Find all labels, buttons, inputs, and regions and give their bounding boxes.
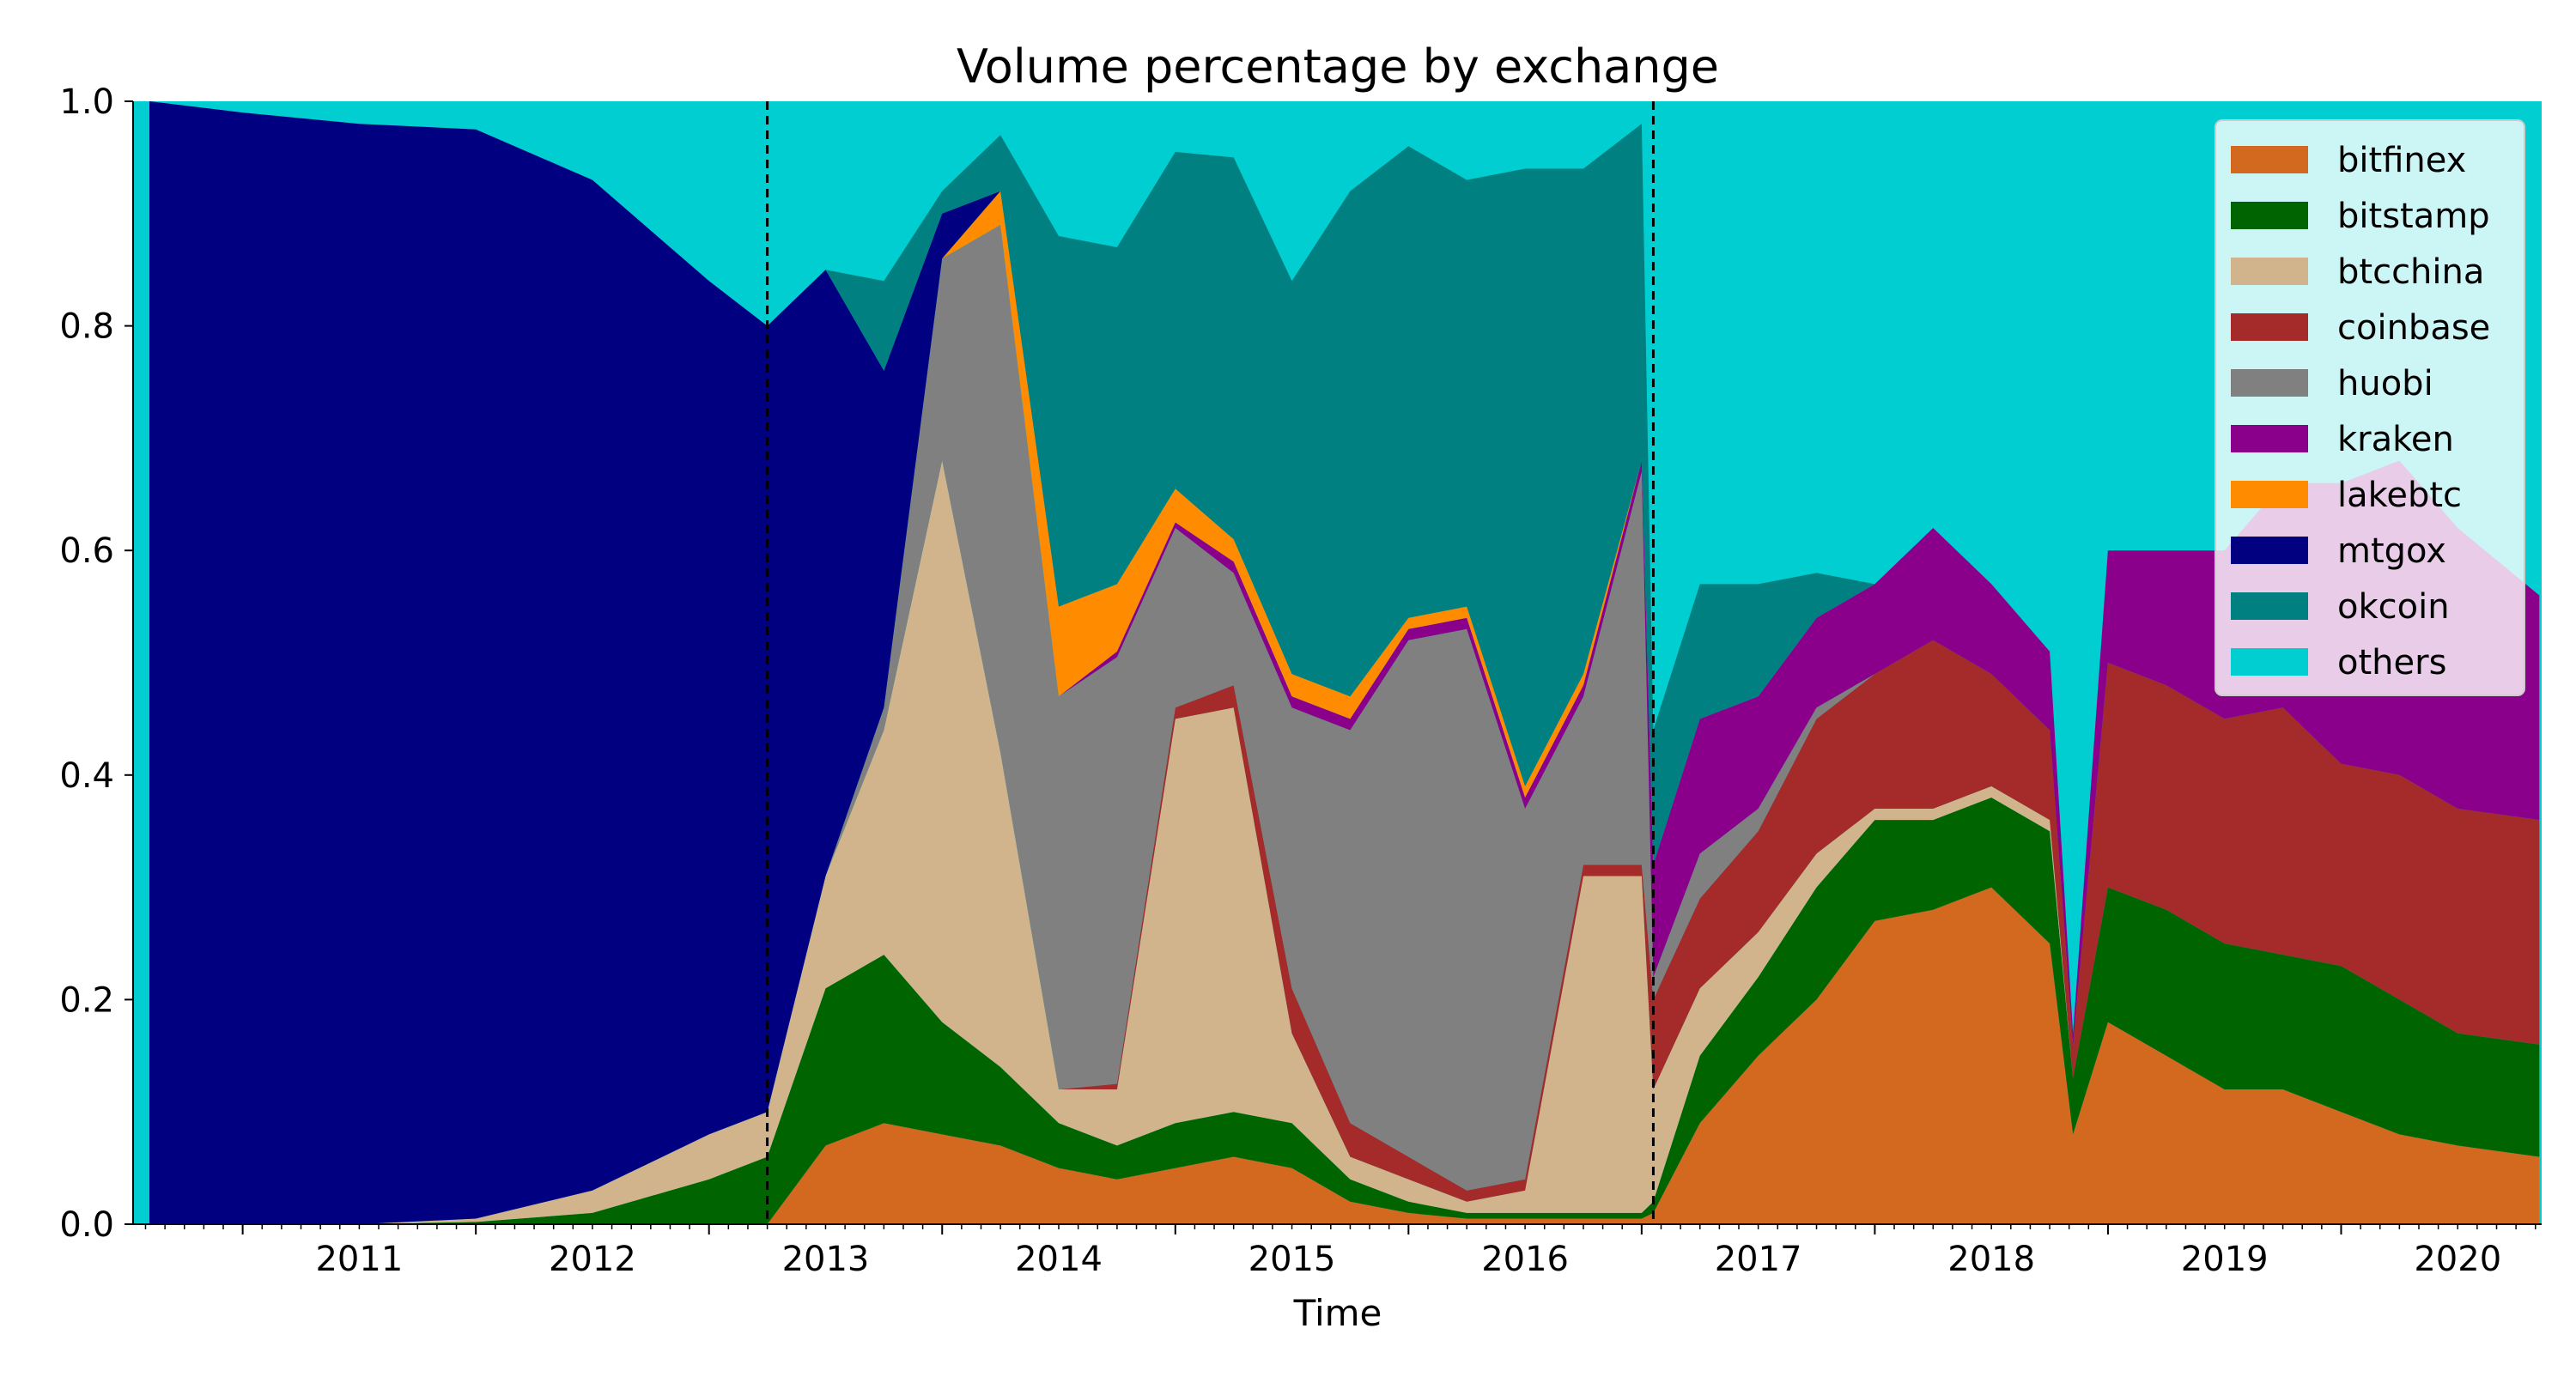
y-tick-label: 0.0 [59, 1205, 114, 1245]
area-huobi [149, 224, 2540, 1224]
y-tick-label: 0.4 [59, 756, 114, 796]
legend-swatch-mtgox [2231, 537, 2308, 564]
legend-label-kraken: kraken [2337, 420, 2454, 459]
legend-swatch-lakebtc [2231, 481, 2308, 508]
legend-swatch-bitstamp [2231, 202, 2308, 229]
plot-area [133, 101, 2542, 1225]
legend-label-coinbase: coinbase [2337, 308, 2490, 348]
legend-label-bitstamp: bitstamp [2337, 197, 2490, 236]
area-lakebtc [149, 191, 2540, 1225]
legend-swatch-others [2231, 648, 2308, 676]
x-axis-label: Time [1293, 1292, 1382, 1334]
legend-label-mtgox: mtgox [2337, 531, 2446, 571]
legend-label-okcoin: okcoin [2337, 587, 2450, 627]
legend: bitfinex bitstamp btcchina coinbase huobi kra… [2215, 119, 2525, 696]
x-tick-label: 2020 [2414, 1240, 2501, 1279]
area-coinbase [149, 460, 2540, 1224]
area-bitfinex [149, 887, 2540, 1224]
legend-swatch-kraken [2231, 425, 2308, 452]
legend-swatch-btcchina [2231, 258, 2308, 285]
y-tick-label: 1.0 [59, 82, 114, 122]
legend-swatch-coinbase [2231, 313, 2308, 341]
axes: 0.0 0.2 0.4 0.6 0.8 1.0 2011 2012 2013 2014 2015 20… [59, 82, 2542, 1279]
y-tick-label: 0.6 [59, 531, 114, 571]
x-tick-label: 2018 [1947, 1240, 2035, 1279]
x-tick-label: 2016 [1481, 1240, 1569, 1279]
x-tick-label: 2014 [1015, 1240, 1103, 1279]
area-bitstamp [149, 798, 2540, 1224]
chart-title: Volume percentage by exchange [957, 39, 1719, 94]
x-tick-label: 2017 [1715, 1240, 1802, 1279]
x-tick-label: 2011 [315, 1240, 403, 1279]
legend-swatch-bitfinex [2231, 146, 2308, 173]
area-okcoin [149, 101, 2540, 1034]
x-tick-label: 2012 [549, 1240, 636, 1279]
legend-label-bitfinex: bitfinex [2337, 141, 2466, 180]
y-tick-label: 0.8 [59, 307, 114, 347]
legend-label-btcchina: btcchina [2337, 252, 2484, 292]
legend-swatch-okcoin [2231, 592, 2308, 620]
area-mtgox [149, 101, 2540, 1224]
legend-label-lakebtc: lakebtc [2337, 476, 2462, 515]
y-tick-label: 0.2 [59, 980, 114, 1020]
legend-label-huobi: huobi [2337, 364, 2433, 403]
x-tick-label: 2015 [1249, 1240, 1336, 1279]
legend-label-others: others [2337, 643, 2446, 682]
legend-swatch-huobi [2231, 369, 2308, 397]
x-tick-label: 2013 [782, 1240, 870, 1279]
area-kraken [149, 224, 2540, 1224]
x-tick-label: 2019 [2181, 1240, 2269, 1279]
